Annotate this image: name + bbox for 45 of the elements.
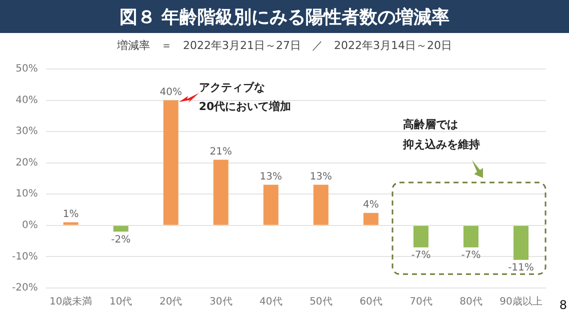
- y-tick-label: 30%: [16, 126, 38, 138]
- annotation: 抑え込みを維持: [402, 137, 480, 154]
- annotation: 高齢層では: [402, 117, 458, 134]
- data-label: 21%: [210, 146, 232, 158]
- bar: [513, 226, 528, 260]
- y-tick-label: 0%: [22, 220, 38, 232]
- bar: [113, 226, 128, 232]
- annotation: 20代において増加: [198, 99, 292, 116]
- data-label: -7%: [411, 250, 431, 261]
- data-label: 40%: [160, 86, 182, 98]
- x-tick-label: 40代: [260, 296, 282, 308]
- data-label: 4%: [363, 200, 379, 211]
- y-tick-label: -10%: [12, 251, 38, 262]
- bar: [363, 212, 378, 225]
- bar: [213, 160, 228, 225]
- data-label: -11%: [508, 262, 534, 274]
- x-tick-label: 50代: [310, 296, 332, 308]
- annotation: アクティブな: [198, 80, 265, 96]
- data-label: -7%: [461, 250, 481, 261]
- text: 8: [559, 298, 567, 312]
- x-tick-label: 80代: [460, 296, 482, 308]
- chart-title: 図８ 年齢階級別にみる陽性者数の増減率: [0, 0, 569, 33]
- y-tick-label: 40%: [16, 94, 38, 106]
- y-tick-label: -20%: [12, 282, 38, 294]
- chart-subtitle: 増減率 ＝ 2022年3月21日～27日 ／ 2022年3月14日～20日: [116, 38, 453, 53]
- data-label: 13%: [310, 171, 332, 182]
- bar: [163, 100, 178, 225]
- bar: [263, 184, 278, 225]
- bar: [313, 184, 328, 225]
- y-tick-label: 20%: [16, 157, 38, 168]
- y-tick-label: 10%: [16, 188, 38, 200]
- y-tick-label: 50%: [16, 64, 38, 75]
- x-tick-label: 10歳未満: [49, 296, 92, 308]
- x-tick-label: 20代: [160, 296, 182, 308]
- x-tick-label: 60代: [360, 296, 382, 308]
- bar: [63, 222, 78, 225]
- data-label: -2%: [111, 234, 131, 246]
- bar: [413, 226, 428, 248]
- x-tick-label: 90歳以上: [500, 296, 542, 308]
- x-tick-label: 70代: [410, 296, 432, 308]
- data-label: 13%: [260, 171, 282, 182]
- data-label: 1%: [62, 208, 79, 220]
- bar: [463, 226, 478, 248]
- x-tick-label: 10代: [109, 296, 132, 308]
- x-tick-label: 30代: [210, 296, 232, 308]
